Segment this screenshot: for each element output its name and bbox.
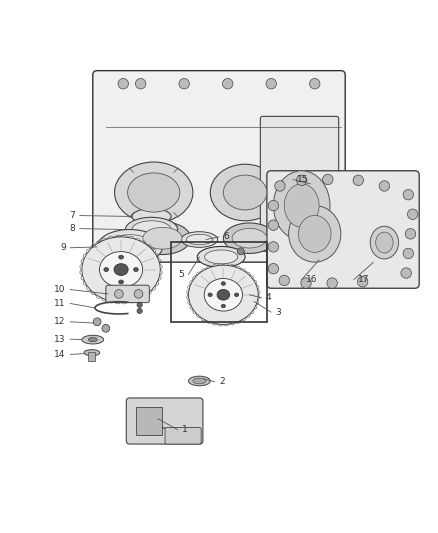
Ellipse shape bbox=[289, 206, 341, 262]
Circle shape bbox=[102, 325, 110, 332]
Circle shape bbox=[237, 248, 244, 255]
Ellipse shape bbox=[84, 350, 100, 356]
Ellipse shape bbox=[114, 264, 128, 276]
Circle shape bbox=[297, 175, 307, 185]
Ellipse shape bbox=[205, 250, 238, 264]
Ellipse shape bbox=[132, 208, 171, 224]
Ellipse shape bbox=[221, 282, 226, 285]
Circle shape bbox=[301, 278, 311, 288]
Ellipse shape bbox=[99, 252, 143, 287]
Circle shape bbox=[115, 289, 123, 298]
Text: 15: 15 bbox=[297, 175, 309, 184]
Circle shape bbox=[134, 289, 143, 298]
Ellipse shape bbox=[132, 221, 171, 238]
Circle shape bbox=[93, 318, 101, 326]
Ellipse shape bbox=[134, 268, 138, 271]
Ellipse shape bbox=[188, 376, 210, 386]
Circle shape bbox=[403, 189, 413, 200]
FancyBboxPatch shape bbox=[165, 427, 201, 444]
Ellipse shape bbox=[217, 289, 230, 300]
Circle shape bbox=[357, 277, 368, 287]
FancyBboxPatch shape bbox=[126, 398, 203, 444]
Ellipse shape bbox=[181, 232, 218, 247]
Ellipse shape bbox=[119, 280, 124, 284]
Ellipse shape bbox=[125, 217, 178, 241]
Ellipse shape bbox=[197, 246, 245, 268]
Ellipse shape bbox=[221, 304, 226, 308]
Ellipse shape bbox=[298, 215, 331, 252]
Ellipse shape bbox=[119, 255, 124, 259]
Circle shape bbox=[223, 78, 233, 89]
Ellipse shape bbox=[234, 293, 239, 296]
Text: 5: 5 bbox=[178, 270, 184, 279]
Ellipse shape bbox=[134, 222, 191, 255]
FancyBboxPatch shape bbox=[106, 285, 149, 303]
Circle shape bbox=[137, 308, 142, 313]
Circle shape bbox=[268, 241, 279, 252]
Ellipse shape bbox=[284, 184, 319, 228]
Text: 12: 12 bbox=[54, 317, 66, 326]
Circle shape bbox=[279, 275, 290, 286]
Circle shape bbox=[327, 278, 337, 288]
Ellipse shape bbox=[188, 265, 258, 325]
Circle shape bbox=[405, 229, 416, 239]
FancyBboxPatch shape bbox=[260, 116, 339, 251]
Ellipse shape bbox=[208, 293, 212, 296]
Circle shape bbox=[310, 78, 320, 89]
Circle shape bbox=[275, 181, 285, 191]
Ellipse shape bbox=[273, 171, 330, 240]
Circle shape bbox=[268, 220, 279, 230]
Circle shape bbox=[379, 181, 390, 191]
Circle shape bbox=[407, 209, 418, 220]
Text: 2: 2 bbox=[219, 377, 225, 386]
Text: 10: 10 bbox=[54, 285, 66, 294]
Ellipse shape bbox=[232, 229, 267, 248]
Bar bbox=[171, 241, 267, 322]
Bar bbox=[136, 407, 162, 435]
Circle shape bbox=[118, 78, 128, 89]
Text: 1: 1 bbox=[182, 425, 188, 434]
Text: 11: 11 bbox=[54, 299, 66, 308]
Ellipse shape bbox=[370, 226, 399, 259]
Ellipse shape bbox=[88, 337, 97, 342]
Text: 9: 9 bbox=[60, 243, 66, 252]
Circle shape bbox=[403, 248, 413, 259]
Ellipse shape bbox=[82, 237, 160, 302]
Ellipse shape bbox=[210, 164, 280, 221]
Text: 3: 3 bbox=[276, 308, 281, 317]
Text: 6: 6 bbox=[223, 232, 229, 241]
Circle shape bbox=[401, 268, 411, 278]
Circle shape bbox=[135, 78, 146, 89]
Text: 17: 17 bbox=[358, 275, 370, 284]
Ellipse shape bbox=[223, 223, 276, 254]
Text: 16: 16 bbox=[306, 275, 318, 284]
Text: 7: 7 bbox=[70, 211, 75, 220]
Ellipse shape bbox=[97, 230, 162, 264]
FancyBboxPatch shape bbox=[93, 71, 345, 262]
Bar bbox=[88, 352, 95, 360]
Ellipse shape bbox=[376, 232, 393, 253]
Ellipse shape bbox=[143, 228, 182, 249]
Text: 13: 13 bbox=[54, 335, 66, 344]
Ellipse shape bbox=[82, 335, 104, 344]
Ellipse shape bbox=[223, 175, 267, 210]
Circle shape bbox=[137, 302, 142, 308]
Circle shape bbox=[266, 78, 276, 89]
Ellipse shape bbox=[127, 173, 180, 212]
Ellipse shape bbox=[193, 378, 206, 384]
Ellipse shape bbox=[115, 162, 193, 223]
Circle shape bbox=[322, 174, 333, 184]
Circle shape bbox=[268, 200, 279, 211]
Text: 4: 4 bbox=[266, 293, 272, 302]
Ellipse shape bbox=[186, 235, 212, 245]
FancyBboxPatch shape bbox=[267, 171, 419, 288]
Text: 14: 14 bbox=[54, 350, 66, 359]
Ellipse shape bbox=[104, 268, 109, 271]
Ellipse shape bbox=[106, 235, 154, 259]
Circle shape bbox=[179, 78, 189, 89]
Circle shape bbox=[353, 175, 364, 185]
Circle shape bbox=[268, 263, 279, 274]
Ellipse shape bbox=[204, 279, 243, 311]
Text: 8: 8 bbox=[70, 224, 75, 233]
